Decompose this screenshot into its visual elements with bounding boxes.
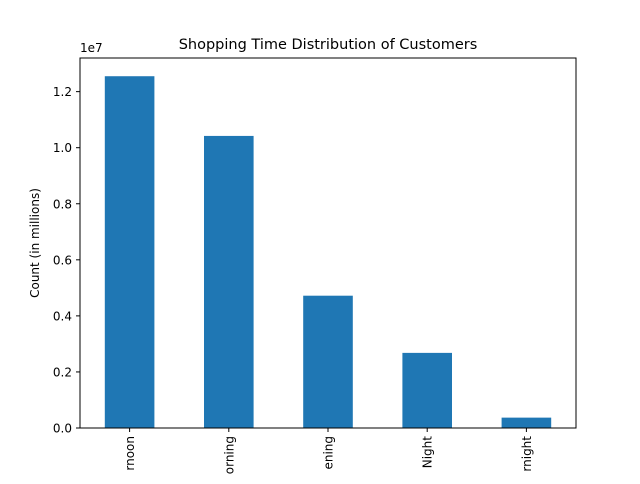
y-tick-label: 1.2 [53,85,72,99]
y-axis-label: Count (in millions) [28,188,42,298]
bar-afternoon [104,76,155,428]
y-tick-label: 0.6 [53,253,72,267]
plot-frame [79,57,577,429]
y-tick-label: 0.8 [53,197,72,211]
x-axis-ticks: rnoon orning ening Night rnight [123,428,534,474]
y-tick-label: 0.0 [53,422,72,436]
bar-overnight [501,417,552,428]
x-tick-label: rnoon [123,436,137,471]
x-tick-label: orning [222,436,236,474]
y-axis-offset-label: 1e7 [80,41,103,55]
bars-layer [104,76,552,428]
chart-title: Shopping Time Distribution of Customers [179,37,478,53]
y-tick-label: 1.0 [53,141,72,155]
x-tick-label: ening [322,436,336,470]
y-tick-label: 0.4 [53,309,72,323]
y-tick-label: 0.2 [53,365,72,379]
x-tick-label: Night [421,436,435,469]
x-tick-label: rnight [520,436,534,472]
y-axis-ticks: 0.0 0.2 0.4 0.6 0.8 1.0 1.2 [53,85,80,436]
bar-evening [303,295,353,428]
bar-night [402,352,452,428]
bar-morning [204,135,254,428]
